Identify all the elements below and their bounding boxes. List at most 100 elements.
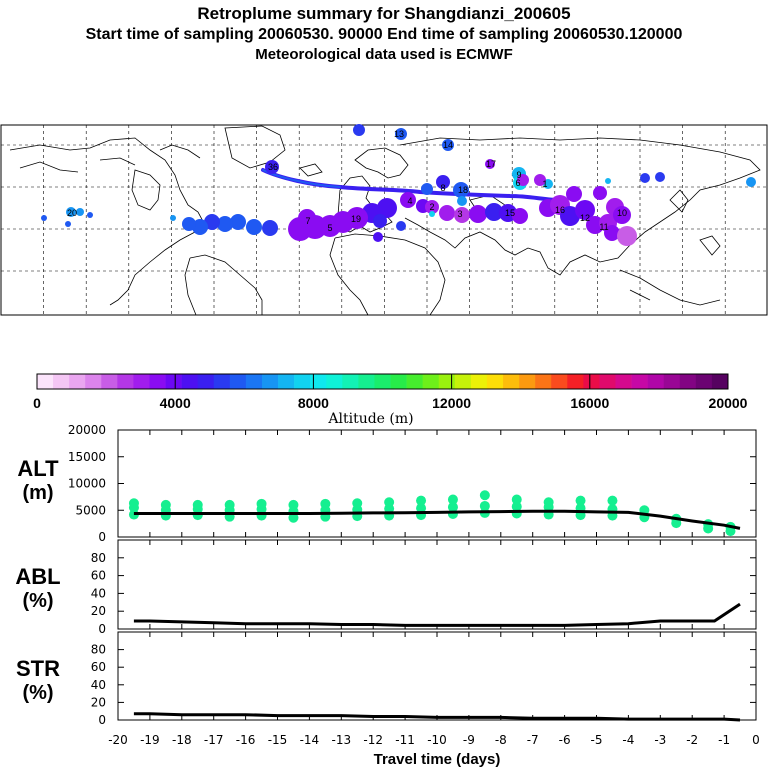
x-tick-label: -3 — [654, 733, 666, 747]
colorbar-cell — [117, 374, 134, 389]
plume-marker — [41, 215, 47, 221]
alt-scatter-point — [128, 498, 139, 509]
chart-title: Retroplume summary for Shangdianzi_20060… — [197, 4, 571, 23]
colorbar-cell — [149, 374, 166, 389]
x-tick-label: -10 — [427, 733, 447, 747]
y-tick-label: 80 — [91, 643, 106, 657]
colorbar-cell — [663, 374, 681, 389]
colorbar-cell — [470, 374, 488, 389]
alt-scatter-point — [416, 503, 427, 514]
colorbar-tick-label: 20000 — [709, 395, 748, 411]
plume-marker — [453, 182, 469, 198]
colorbar-tick-label: 16000 — [570, 395, 609, 411]
colorbar-cells — [37, 374, 729, 389]
colorbar-tick-label: 0 — [33, 395, 41, 411]
x-tick-label: -8 — [495, 733, 507, 747]
colorbar-cell — [486, 374, 504, 389]
colorbar-cell — [535, 374, 552, 389]
plume-marker — [566, 186, 582, 202]
plume-marker — [353, 124, 365, 136]
plume-cluster-label: 7 — [305, 216, 310, 226]
x-tick-label: -7 — [527, 733, 539, 747]
alt-scatter-point — [352, 498, 363, 509]
colorbar-cell — [647, 374, 665, 389]
plume-cluster-label: 9 — [516, 170, 521, 180]
series-line-alt — [133, 509, 741, 530]
colorbar-cell — [438, 374, 456, 389]
colorbar-cell — [679, 374, 697, 389]
plume-cluster-label: 16 — [555, 205, 565, 215]
y-tick-label: 10000 — [68, 477, 106, 491]
colorbar-cell — [261, 374, 279, 389]
plume-marker — [217, 216, 233, 232]
plume-marker — [613, 206, 631, 224]
x-tick-label: -20 — [108, 733, 128, 747]
plume-marker — [170, 215, 176, 221]
plume-cluster-label: 13 — [394, 129, 404, 139]
colorbar-label: Altitude (m) — [327, 411, 413, 427]
plume-marker — [429, 211, 435, 217]
plume-marker — [439, 205, 455, 221]
plume-marker — [298, 209, 316, 227]
colorbar-cell — [326, 374, 343, 389]
x-tick-label: -9 — [463, 733, 475, 747]
plume-marker — [87, 212, 93, 218]
alt-scatter-point — [575, 495, 586, 506]
plume-cluster-label: 18 — [458, 185, 468, 195]
colorbar-cell — [245, 374, 263, 389]
plume-marker — [593, 186, 607, 200]
plume-marker — [457, 196, 467, 206]
y-tick-label: 0 — [98, 622, 106, 636]
colorbar-cell — [583, 374, 600, 389]
panel-ylabel-unit: (%) — [22, 682, 53, 704]
panel-ylabel-unit: (%) — [22, 590, 53, 612]
series-line-str — [133, 712, 741, 722]
x-tick-label: -16 — [236, 733, 256, 747]
alt-scatter-point — [607, 495, 618, 506]
plume-marker — [517, 174, 529, 186]
plume-marker — [617, 226, 637, 246]
colorbar-tick-label: 4000 — [160, 395, 191, 411]
colorbar-cell — [567, 374, 584, 389]
plume-marker — [575, 200, 595, 220]
alt-scatter-point — [288, 499, 299, 510]
plume-marker — [604, 225, 620, 241]
colorbar-cell — [197, 374, 215, 389]
colorbar-tick-label: 12000 — [432, 395, 471, 411]
sampling-times: Start time of sampling 20060530. 90000 E… — [85, 26, 683, 43]
x-tick-label: -4 — [622, 733, 634, 747]
panel-frame — [117, 631, 757, 721]
x-tick-label: -14 — [300, 733, 320, 747]
colorbar-cell — [631, 374, 648, 389]
alt-scatter-point — [416, 495, 427, 506]
x-tick-label: -12 — [363, 733, 383, 747]
plume-cluster-label: 8 — [440, 183, 445, 193]
y-tick-label: 0 — [98, 530, 106, 544]
plume-cluster-label: 36 — [268, 162, 278, 172]
plume-marker — [436, 175, 450, 189]
plume-cluster-label: 19 — [351, 214, 361, 224]
colorbar-cell — [213, 374, 231, 389]
plume-cluster-label: 3 — [457, 209, 462, 219]
alt-scatter-point — [224, 499, 235, 510]
plume-marker — [373, 214, 387, 228]
alt-scatter-point — [511, 494, 522, 505]
alt-scatter-point — [479, 500, 490, 511]
plume-marker — [560, 206, 580, 226]
plume-marker — [425, 200, 439, 214]
colorbar-cell — [133, 374, 150, 389]
alt-scatter-point — [543, 497, 554, 508]
colorbar-cell — [519, 374, 536, 389]
plume-marker — [65, 221, 71, 227]
x-tick-label: -1 — [718, 733, 730, 747]
plume-marker — [512, 208, 528, 224]
y-tick-label: 5000 — [75, 503, 106, 517]
x-tick-label: -6 — [559, 733, 571, 747]
plume-cluster-label: 4 — [407, 196, 412, 206]
y-tick-label: 60 — [91, 569, 106, 583]
panel-abl: 0 20 40 60 80 ABL(%) — [15, 539, 757, 636]
plume-marker — [204, 214, 220, 230]
colorbar-cell — [310, 374, 327, 389]
